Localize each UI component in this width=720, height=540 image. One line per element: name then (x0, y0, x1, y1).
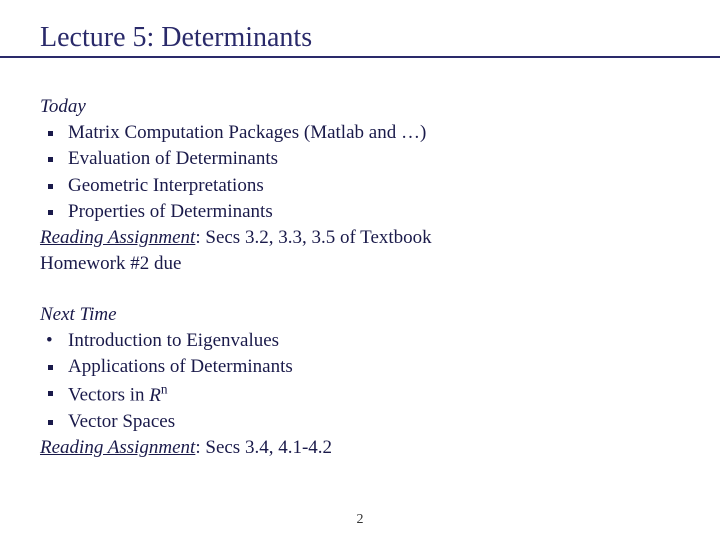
reading-label: Reading Assignment (40, 227, 195, 248)
list-item: • Introduction to Eigenvalues (46, 328, 680, 354)
nexttime-heading: Next Time (40, 302, 680, 328)
reading-text: : Secs 3.4, 4.1-4.2 (195, 437, 332, 458)
list-item-label: Applications of Determinants (68, 356, 293, 377)
list-item: Vectors in Rn (46, 380, 680, 409)
bullet-dot-icon: • (46, 328, 53, 354)
bullet-square-icon (48, 131, 53, 136)
list-item: Applications of Determinants (46, 354, 680, 380)
slide-body: Today Matrix Computation Packages (Matla… (40, 94, 680, 461)
list-item: Evaluation of Determinants (46, 146, 680, 172)
bullet-square-icon (48, 420, 53, 425)
list-item-label: Vectors in (68, 385, 149, 406)
title-underline (0, 56, 720, 58)
list-item-label: Matrix Computation Packages (Matlab and … (68, 122, 426, 143)
list-item: Matrix Computation Packages (Matlab and … (46, 120, 680, 146)
list-item: Properties of Determinants (46, 199, 680, 225)
homework-line: Homework #2 due (40, 251, 680, 277)
reading-text: : Secs 3.2, 3.3, 3.5 of Textbook (195, 227, 431, 248)
list-item-label: Geometric Interpretations (68, 175, 264, 196)
nexttime-list: • Introduction to Eigenvalues Application… (40, 328, 680, 435)
list-item: Vector Spaces (46, 409, 680, 435)
rn-symbol: Rn (149, 385, 167, 406)
rn-sup: n (161, 381, 168, 396)
bullet-square-icon (48, 210, 53, 215)
bullet-square-icon (48, 365, 53, 370)
today-list: Matrix Computation Packages (Matlab and … (40, 120, 680, 225)
nexttime-reading: Reading Assignment: Secs 3.4, 4.1-4.2 (40, 435, 680, 461)
today-reading: Reading Assignment: Secs 3.2, 3.3, 3.5 o… (40, 225, 680, 251)
bullet-square-icon (48, 184, 53, 189)
list-item-label: Vector Spaces (68, 411, 175, 432)
list-item-label: Introduction to Eigenvalues (68, 330, 279, 351)
slide-title: Lecture 5: Determinants (40, 22, 680, 60)
bullet-square-icon (48, 157, 53, 162)
list-item-label: Properties of Determinants (68, 201, 273, 222)
bullet-square-icon (48, 391, 53, 396)
rn-base: R (149, 385, 161, 406)
list-item: Geometric Interpretations (46, 173, 680, 199)
reading-label: Reading Assignment (40, 437, 195, 458)
page-number: 2 (0, 512, 720, 528)
list-item-label: Evaluation of Determinants (68, 148, 278, 169)
today-heading: Today (40, 94, 680, 120)
